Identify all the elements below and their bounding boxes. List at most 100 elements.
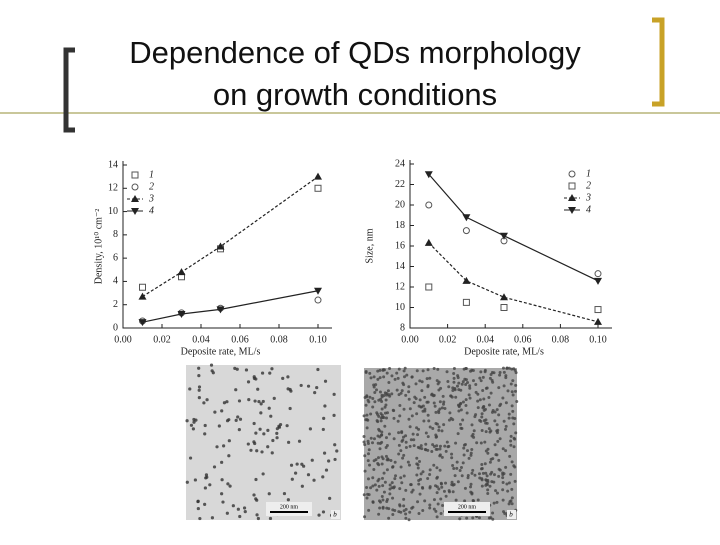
dot (440, 485, 444, 489)
dot (381, 498, 385, 502)
dot (411, 505, 415, 509)
dot (386, 389, 390, 393)
dot (426, 413, 430, 417)
dot (388, 483, 392, 487)
dot (404, 512, 408, 516)
dot (432, 498, 436, 502)
marker (216, 306, 225, 314)
dot (470, 471, 474, 475)
dot (289, 463, 294, 467)
dot (468, 386, 472, 390)
y-tick-label: 2 (113, 299, 118, 310)
y-tick-label: 10 (395, 302, 405, 313)
dot (435, 444, 439, 448)
x-tick-label: 0.10 (309, 334, 327, 345)
dot (452, 482, 456, 486)
dot (419, 477, 423, 481)
dot (220, 409, 224, 413)
dot (513, 368, 517, 372)
dot (373, 483, 377, 487)
marker (177, 311, 186, 319)
dot (414, 397, 418, 401)
dot (439, 511, 443, 515)
legend-label: 2 (149, 181, 154, 192)
dot (254, 431, 258, 435)
dot (479, 441, 483, 445)
dot (380, 399, 384, 403)
dot (489, 391, 493, 395)
dot (498, 371, 502, 375)
x-tick-label: 0.02 (439, 334, 457, 345)
dot (425, 400, 429, 404)
dot (483, 368, 487, 372)
dot (419, 444, 423, 448)
dot (379, 397, 383, 401)
dot (471, 368, 475, 372)
dot (377, 512, 381, 516)
dot (268, 516, 273, 521)
legend-label: 4 (149, 205, 154, 216)
dot (428, 506, 432, 510)
dot (458, 422, 462, 426)
dot (402, 369, 406, 373)
dot (271, 438, 275, 443)
dot (368, 395, 372, 399)
dot (197, 366, 201, 370)
dot (484, 483, 488, 487)
dot (430, 450, 434, 454)
marker (500, 293, 508, 301)
dot (362, 414, 366, 418)
dot (324, 468, 329, 472)
dot (415, 426, 419, 430)
dot (400, 431, 404, 435)
dot (376, 369, 380, 373)
dot (420, 389, 424, 393)
dot (267, 492, 271, 496)
dot (510, 502, 514, 506)
dot (428, 376, 432, 380)
x-tick-label: 0.10 (589, 334, 607, 345)
dot (306, 473, 311, 477)
dot (322, 416, 326, 420)
dot (332, 413, 336, 417)
dot (510, 367, 514, 371)
dot (379, 416, 383, 420)
dot (494, 489, 498, 493)
dot (442, 402, 446, 406)
dot (366, 492, 370, 496)
dot (203, 486, 207, 490)
dot (377, 427, 381, 431)
dot (266, 445, 270, 449)
dot (300, 484, 304, 488)
dot (450, 452, 454, 456)
dot (227, 439, 231, 443)
y-tick-label: 10 (108, 206, 118, 217)
dot (317, 513, 321, 517)
dot (268, 371, 272, 375)
y-axis-label: Size, nm (364, 228, 375, 263)
marker (138, 292, 147, 300)
series-line (428, 173, 599, 282)
dot (505, 482, 509, 486)
dot (371, 476, 375, 480)
dot (220, 478, 224, 482)
dot (423, 447, 427, 451)
marker (314, 296, 322, 304)
dot (504, 424, 508, 428)
dot (225, 400, 229, 404)
dot (451, 464, 455, 468)
slide-title: Dependence of QDs morphology (129, 35, 581, 70)
dot (509, 382, 513, 386)
dot (484, 471, 488, 475)
dot (258, 427, 262, 431)
dot (376, 377, 380, 381)
dot (333, 457, 337, 462)
x-axis-label: Deposite rate, ML/s (464, 346, 544, 357)
dot (193, 478, 197, 482)
dot (391, 508, 395, 512)
dot (363, 469, 367, 473)
dot (383, 391, 387, 395)
dot (490, 480, 494, 484)
dot (372, 383, 376, 387)
marker (462, 276, 471, 284)
